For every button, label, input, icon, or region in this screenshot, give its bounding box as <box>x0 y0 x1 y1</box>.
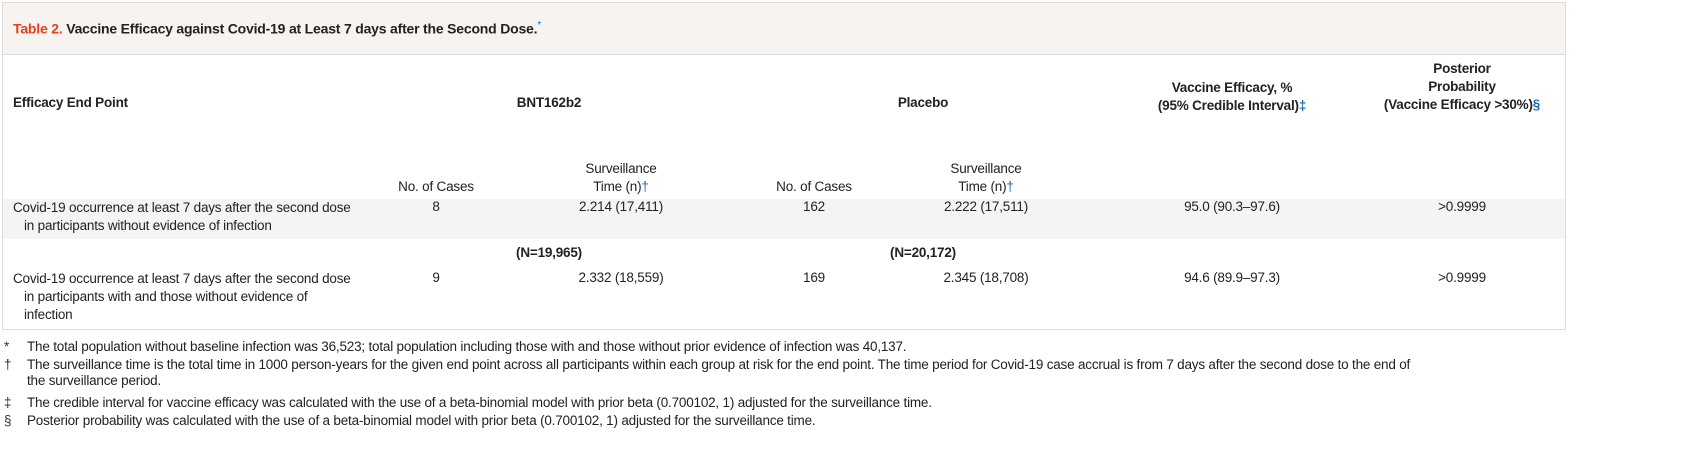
ve-line2: (95% Credible Interval) <box>1157 98 1299 113</box>
surv-line1: Surveillance <box>950 161 1022 176</box>
row-2-vaccine-efficacy: 94.6 (89.9–97.3) <box>1184 270 1280 285</box>
n-bnt162b2: (N=19,965) <box>516 245 582 260</box>
header-posterior-probability: Posterior Probability (Vaccine Efficacy … <box>1384 60 1540 114</box>
table-container: Table 2. Vaccine Efficacy against Covid-… <box>2 2 1566 330</box>
surv-line2: Time (n) <box>958 179 1007 194</box>
row-1-bnt-surveillance: 2.214 (17,411) <box>578 199 664 214</box>
row-shading <box>3 199 1565 239</box>
endpoint-line: in participants with and those without e… <box>24 289 308 304</box>
table-row-1-endpoint: Covid-19 occurrence at least 7 days afte… <box>13 199 351 235</box>
header-placebo: Placebo <box>897 95 949 110</box>
endpoint-line: Covid-19 occurrence at least 7 days afte… <box>13 200 351 215</box>
table-title: Table 2. Vaccine Efficacy against Covid-… <box>13 20 541 37</box>
row-1-vaccine-efficacy: 95.0 (90.3–97.6) <box>1184 199 1280 214</box>
table-title-bar: Table 2. Vaccine Efficacy against Covid-… <box>3 3 1565 55</box>
title-footnote-mark[interactable]: * <box>537 20 542 31</box>
footnote-symbol: § <box>4 413 12 428</box>
n-placebo: (N=20,172) <box>890 245 956 260</box>
row-2-bnt-surveillance: 2.332 (18,559) <box>578 270 664 285</box>
table-row-2-endpoint: Covid-19 occurrence at least 7 days afte… <box>13 270 351 324</box>
footnote-text: Posterior probability was calculated wit… <box>27 413 816 428</box>
footnote-mark-section[interactable]: § <box>1532 97 1541 112</box>
row-1-bnt-cases: 8 <box>432 199 440 214</box>
footnote-mark-ddagger[interactable]: ‡ <box>1298 98 1307 113</box>
header-placebo-cases: No. of Cases <box>776 179 852 194</box>
footnote-symbol: † <box>4 357 12 372</box>
row-2-placebo-surveillance: 2.345 (18,708) <box>943 270 1029 285</box>
table-label: Table 2. <box>13 20 63 37</box>
footnote-symbol: * <box>4 339 10 354</box>
footnote-mark-dagger[interactable]: † <box>1006 179 1014 194</box>
ve-line1: Vaccine Efficacy, % <box>1171 80 1293 95</box>
row-2-placebo-cases: 169 <box>803 270 825 285</box>
footnote-symbol: ‡ <box>4 395 12 410</box>
footnote-text: The credible interval for vaccine effica… <box>27 395 932 410</box>
header-placebo-surveillance: Surveillance Time (n)† <box>950 160 1021 196</box>
header-bnt162b2: BNT162b2 <box>516 95 582 110</box>
footnote-text: The total population without baseline in… <box>27 339 907 354</box>
header-bnt-surveillance: Surveillance Time (n)† <box>585 160 656 196</box>
header-bnt-cases: No. of Cases <box>398 179 474 194</box>
pp-line3: (Vaccine Efficacy >30%) <box>1383 97 1533 112</box>
endpoint-line: in participants without evidence of infe… <box>24 218 272 233</box>
footnote-mark-dagger[interactable]: † <box>641 179 649 194</box>
row-1-placebo-cases: 162 <box>803 199 825 214</box>
row-1-placebo-surveillance: 2.222 (17,511) <box>943 199 1029 214</box>
endpoint-line: Covid-19 occurrence at least 7 days afte… <box>13 271 351 286</box>
header-vaccine-efficacy: Vaccine Efficacy, % (95% Credible Interv… <box>1158 79 1306 115</box>
endpoint-line: infection <box>24 307 73 322</box>
row-2-bnt-cases: 9 <box>432 270 440 285</box>
row-2-posterior-probability: >0.9999 <box>1438 270 1486 285</box>
footnote-text: The surveillance time is the total time … <box>27 357 1411 388</box>
surv-line1: Surveillance <box>585 161 657 176</box>
pp-line1: Posterior <box>1433 61 1491 76</box>
pp-line2: Probability <box>1428 79 1496 94</box>
surv-line2: Time (n) <box>593 179 642 194</box>
header-endpoint: Efficacy End Point <box>13 95 128 110</box>
row-1-posterior-probability: >0.9999 <box>1438 199 1486 214</box>
table-title-text: Vaccine Efficacy against Covid-19 at Lea… <box>66 20 538 37</box>
